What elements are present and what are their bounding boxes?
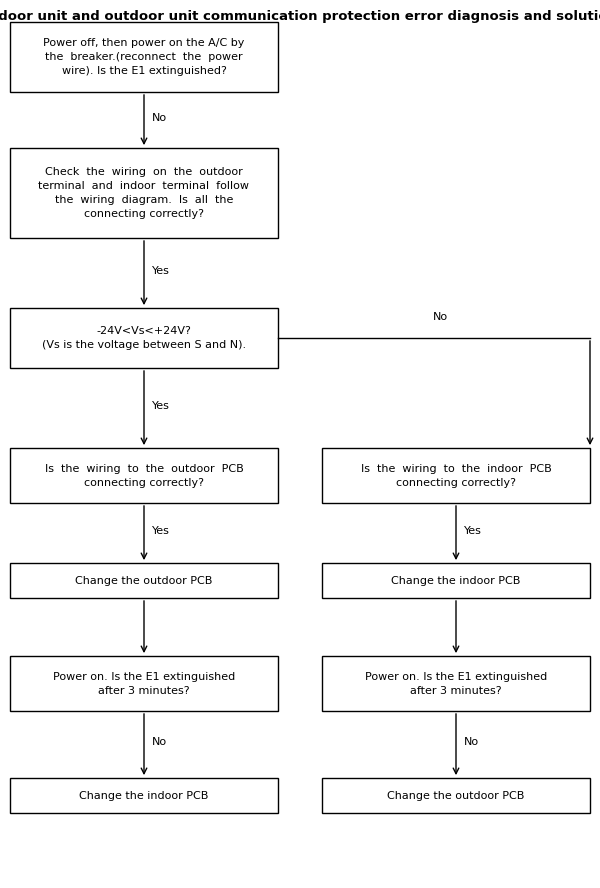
Bar xyxy=(322,448,590,503)
Text: Yes: Yes xyxy=(152,526,170,536)
Text: Change the outdoor PCB: Change the outdoor PCB xyxy=(76,575,212,585)
Text: No: No xyxy=(464,737,479,747)
Text: Change the indoor PCB: Change the indoor PCB xyxy=(79,790,209,800)
Text: Indoor unit and outdoor unit communication protection error diagnosis and soluti: Indoor unit and outdoor unit communicati… xyxy=(0,10,600,23)
Text: No: No xyxy=(152,113,167,123)
Text: Power on. Is the E1 extinguished
after 3 minutes?: Power on. Is the E1 extinguished after 3… xyxy=(365,671,547,695)
Text: Change the outdoor PCB: Change the outdoor PCB xyxy=(388,790,524,800)
Text: Power off, then power on the A/C by
the  breaker.(reconnect  the  power
wire). I: Power off, then power on the A/C by the … xyxy=(43,38,245,76)
Text: Is  the  wiring  to  the  outdoor  PCB
connecting correctly?: Is the wiring to the outdoor PCB connect… xyxy=(44,464,244,488)
Text: Check  the  wiring  on  the  outdoor
terminal  and  indoor  terminal  follow
the: Check the wiring on the outdoor terminal… xyxy=(38,167,250,219)
Bar xyxy=(10,148,278,238)
Text: No: No xyxy=(152,737,167,747)
Text: Yes: Yes xyxy=(152,266,170,276)
Text: Yes: Yes xyxy=(464,526,482,536)
Text: Change the indoor PCB: Change the indoor PCB xyxy=(391,575,521,585)
Bar xyxy=(10,778,278,813)
Text: -24V<Vs<+24V?
(Vs is the voltage between S and N).: -24V<Vs<+24V? (Vs is the voltage between… xyxy=(42,326,246,350)
Bar xyxy=(10,308,278,368)
Text: Is  the  wiring  to  the  indoor  PCB
connecting correctly?: Is the wiring to the indoor PCB connecti… xyxy=(361,464,551,488)
Bar xyxy=(322,656,590,711)
Bar xyxy=(322,778,590,813)
Text: Yes: Yes xyxy=(152,401,170,411)
Bar xyxy=(10,448,278,503)
Text: Power on. Is the E1 extinguished
after 3 minutes?: Power on. Is the E1 extinguished after 3… xyxy=(53,671,235,695)
Text: No: No xyxy=(433,312,448,322)
Bar xyxy=(10,22,278,92)
Bar xyxy=(10,563,278,598)
Bar xyxy=(322,563,590,598)
Bar xyxy=(10,656,278,711)
